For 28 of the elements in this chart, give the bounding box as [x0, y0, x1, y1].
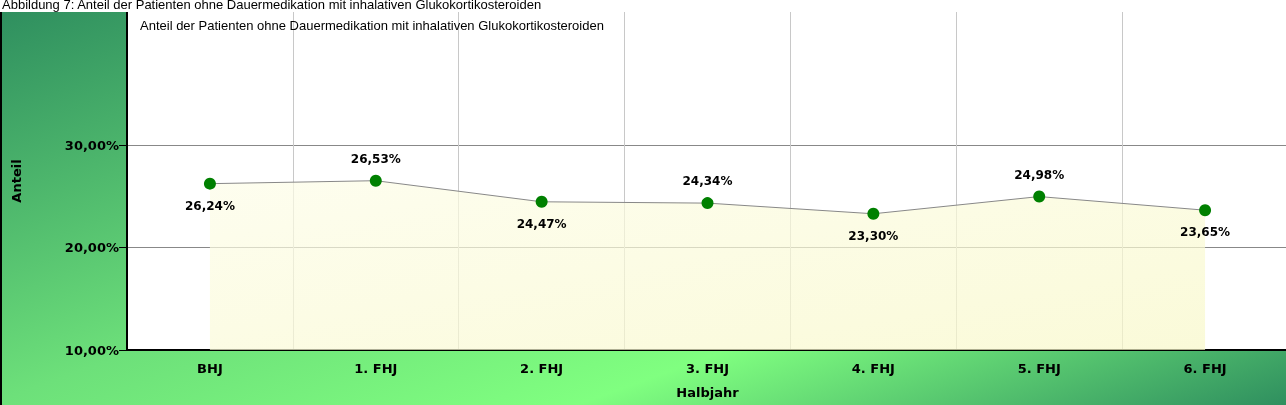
point	[535, 195, 548, 208]
x-axis-title: Halbjahr	[676, 385, 740, 400]
text: Abbildung 7: Anteil der Patienten ohne Dauermedikation mit inhalativen Glukokortikosteroiden	[2, 0, 542, 12]
x-tick-label: 6. FHJ	[1183, 361, 1227, 376]
x-tick-label: 2. FHJ	[520, 361, 564, 376]
data-label: 24,34%	[682, 174, 733, 189]
x-tick-label: 1. FHJ	[354, 361, 398, 376]
data-label: 26,53%	[350, 151, 401, 166]
text: Anteil der Patienten ohne Dauermedikation mit inhalativen Glukokortikosteroiden	[140, 18, 604, 33]
point	[369, 174, 382, 187]
x-tick-label: 3. FHJ	[685, 361, 730, 376]
y-tick-label: 20,00%	[64, 240, 119, 256]
data-label: 24,98%	[1014, 167, 1065, 182]
point	[203, 177, 216, 190]
y-tick-label: 30,00%	[64, 137, 119, 153]
y-axis-title: Anteil	[9, 159, 24, 203]
point	[1199, 204, 1212, 217]
data-label: 23,65%	[1180, 225, 1231, 240]
x-tick-label: 4. FHJ	[851, 361, 895, 376]
data-label: 24,47%	[516, 216, 567, 231]
y-tick-label: 10,00%	[64, 342, 119, 358]
x-tick-label: 5. FHJ	[1017, 361, 1061, 376]
point	[1033, 190, 1046, 203]
data-label: 23,30%	[848, 228, 899, 243]
point	[701, 197, 714, 210]
x-tick-label: BHJ	[197, 361, 223, 376]
point	[867, 207, 880, 220]
data-label: 26,24%	[184, 198, 235, 213]
